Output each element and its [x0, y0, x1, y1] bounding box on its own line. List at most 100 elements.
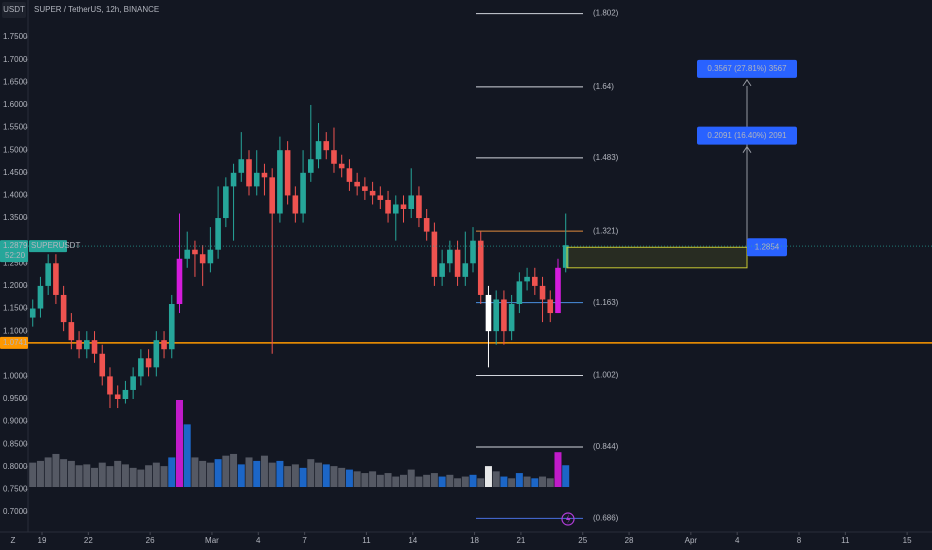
candle-body	[29, 308, 36, 318]
volume-bar	[121, 464, 129, 487]
fib-label: (1.483)	[593, 153, 619, 162]
currency: USDT	[3, 5, 25, 14]
volume-bar	[546, 478, 554, 487]
candle-body	[223, 186, 229, 219]
y-tick-label: 1.0000	[3, 371, 28, 380]
candle-body	[346, 168, 353, 182]
countdown: 52:20	[5, 251, 26, 260]
x-tick-label: Mar	[205, 536, 219, 545]
candle-body	[369, 190, 376, 196]
volume-bar	[315, 462, 323, 487]
volume-bar	[338, 467, 346, 487]
candle-body	[68, 322, 75, 341]
target-box	[697, 59, 797, 78]
candle-body	[199, 254, 206, 264]
y-tick-label: 0.7000	[3, 507, 28, 516]
y-tick-label: 1.4500	[3, 168, 28, 177]
x-tick-label: 22	[84, 536, 93, 545]
candle-body	[176, 258, 183, 304]
volume-bar	[98, 462, 106, 487]
volume-bar	[299, 467, 307, 487]
fib-label: (1.002)	[593, 371, 619, 380]
volume-bar	[492, 471, 500, 487]
fib-label: (0.844)	[593, 442, 619, 451]
volume-bar	[562, 465, 570, 487]
x-tick-label: Apr	[685, 536, 698, 545]
volume-bar	[206, 462, 214, 487]
candle-body	[532, 276, 538, 286]
candle-body	[269, 177, 275, 214]
candle-body	[447, 249, 453, 264]
volume-bar	[268, 462, 276, 487]
candle-body	[338, 163, 345, 169]
volume-bar	[515, 473, 523, 487]
y-tick-label: 0.8000	[3, 462, 28, 471]
volume-bar	[114, 460, 122, 487]
fib-label: (1.163)	[593, 298, 619, 307]
y-tick-label: 1.7500	[3, 32, 28, 41]
candle-body	[292, 195, 299, 214]
last-price-tag	[0, 240, 28, 263]
candle-body	[323, 141, 330, 151]
candle-body	[238, 159, 245, 173]
volume-bar	[369, 471, 377, 487]
candle-body	[331, 150, 337, 164]
volume-bar	[554, 452, 562, 487]
volume-bar	[531, 478, 539, 487]
volume-bar	[260, 455, 268, 487]
candle-body	[168, 304, 175, 350]
fib-label: (1.802)	[593, 9, 619, 18]
volume-bar	[253, 460, 261, 487]
fib-label: (1.321)	[593, 226, 619, 235]
alert-icon	[561, 512, 575, 526]
candle-body	[562, 245, 569, 268]
volume-bar	[438, 476, 446, 487]
target-label: 0.2091 (16.40%) 2091	[707, 131, 787, 140]
position-box	[566, 246, 748, 269]
candle-body	[153, 340, 160, 368]
last-price-label: 1.2879	[3, 241, 28, 250]
zoom-icon[interactable]: Z	[11, 536, 16, 545]
y-tick-label: 1.4000	[3, 191, 28, 200]
volume-bar	[523, 476, 531, 487]
x-tick-label: 14	[408, 536, 417, 545]
candle-body	[547, 299, 554, 314]
currency-box	[2, 2, 26, 18]
volume-bar	[106, 466, 114, 487]
y-tick-label: 1.5500	[3, 123, 28, 132]
candle-body	[277, 150, 283, 214]
x-tick-label: 4	[735, 536, 740, 545]
candle-body	[37, 285, 44, 309]
candle-body	[284, 150, 291, 196]
volume-bar	[67, 460, 75, 487]
volume-bar	[423, 474, 431, 487]
volume-bar	[237, 464, 245, 487]
volume-bar	[191, 457, 199, 487]
candle-body	[362, 186, 368, 191]
candle-body	[161, 340, 167, 350]
candle-body	[400, 204, 407, 209]
candle-body	[539, 285, 546, 300]
candle-body	[555, 267, 561, 314]
volume-bar	[199, 460, 207, 487]
volume-bar	[230, 453, 238, 487]
volume-bar	[160, 466, 168, 487]
volume-bar	[454, 478, 462, 487]
candle-body	[215, 218, 221, 250]
target-label: 0.3567 (27.81%) 3567	[707, 64, 787, 73]
candle-body	[516, 281, 523, 304]
candle-body	[354, 181, 360, 187]
volume-bar	[361, 473, 369, 487]
volume-bar	[60, 459, 68, 487]
candle-body	[308, 159, 314, 173]
volume-bar	[500, 476, 508, 487]
candle-body	[431, 231, 438, 277]
candle-body	[377, 195, 384, 200]
volume-bar	[222, 455, 230, 487]
target-box	[697, 126, 797, 145]
volume-bar	[284, 466, 292, 487]
candle-body	[60, 294, 67, 323]
candle-body	[454, 249, 461, 277]
volume-bar	[129, 467, 137, 487]
